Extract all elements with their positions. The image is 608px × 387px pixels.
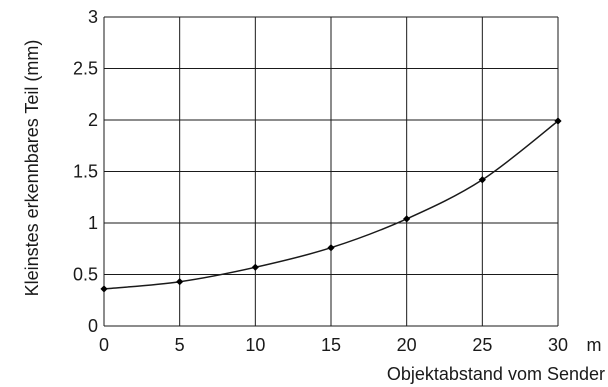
x-tick-label: 30 xyxy=(548,335,568,355)
y-tick-label: 1.5 xyxy=(73,162,98,182)
grid-lines xyxy=(103,16,559,327)
y-tick-label: 0 xyxy=(88,316,98,336)
y-axis-title: Kleinstes erkennbares Teil (mm) xyxy=(22,40,42,297)
data-point xyxy=(251,263,259,271)
data-point xyxy=(403,215,411,223)
x-tick-label: 0 xyxy=(99,335,109,355)
x-unit-label: m xyxy=(587,335,602,355)
x-tick-labels: 0 5 10 15 20 25 30 xyxy=(99,335,568,355)
x-tick-label: 20 xyxy=(397,335,417,355)
y-tick-label: 3 xyxy=(88,7,98,27)
x-tick-label: 25 xyxy=(472,335,492,355)
y-tick-label: 2 xyxy=(88,110,98,130)
x-tick-label: 15 xyxy=(321,335,341,355)
data-point xyxy=(554,117,562,125)
y-tick-labels: 0 0.5 1 1.5 2 2.5 3 xyxy=(73,7,98,336)
data-point xyxy=(327,244,335,252)
data-points xyxy=(100,117,562,293)
x-tick-label: 5 xyxy=(175,335,185,355)
y-tick-label: 2.5 xyxy=(73,59,98,79)
data-point xyxy=(100,285,108,293)
x-tick-label: 10 xyxy=(245,335,265,355)
y-tick-label: 1 xyxy=(88,213,98,233)
data-point xyxy=(478,176,486,184)
y-tick-label: 0.5 xyxy=(73,265,98,285)
x-axis-title: Objektabstand vom Sender xyxy=(387,364,605,384)
data-point xyxy=(176,278,184,286)
